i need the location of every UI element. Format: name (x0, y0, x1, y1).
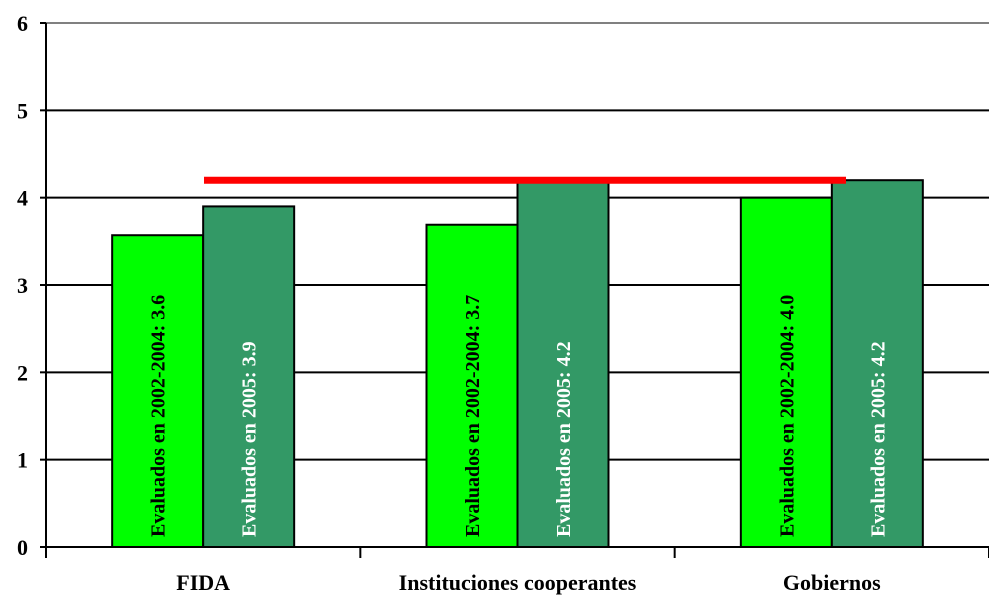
y-tick-label: 3 (17, 273, 28, 298)
bar (739, 196, 833, 549)
y-tick-label: 0 (17, 535, 28, 560)
bar-label: Evaluados en 2002-2004: 3.7 (462, 295, 484, 537)
x-category-label: Instituciones cooperantes (399, 570, 637, 595)
bar-label: Evaluados en 2002-2004: 4.0 (776, 295, 798, 537)
x-category-label: FIDA (176, 570, 230, 595)
y-tick-label: 4 (17, 186, 28, 211)
y-tick-label: 2 (17, 360, 28, 385)
bar (830, 179, 924, 548)
bar-label: Evaluados en 2005: 4.2 (867, 341, 889, 537)
y-tick-label: 1 (17, 448, 28, 473)
x-category-label: Gobiernos (783, 570, 881, 595)
bar-label: Evaluados en 2005: 4.2 (553, 341, 575, 537)
bar-label: Evaluados en 2005: 3.9 (239, 341, 261, 537)
bar (202, 205, 296, 548)
y-tick-label: 5 (17, 98, 28, 123)
y-tick-label: 6 (17, 11, 28, 36)
bar-label: Evaluados en 2002-2004: 3.6 (148, 295, 170, 537)
